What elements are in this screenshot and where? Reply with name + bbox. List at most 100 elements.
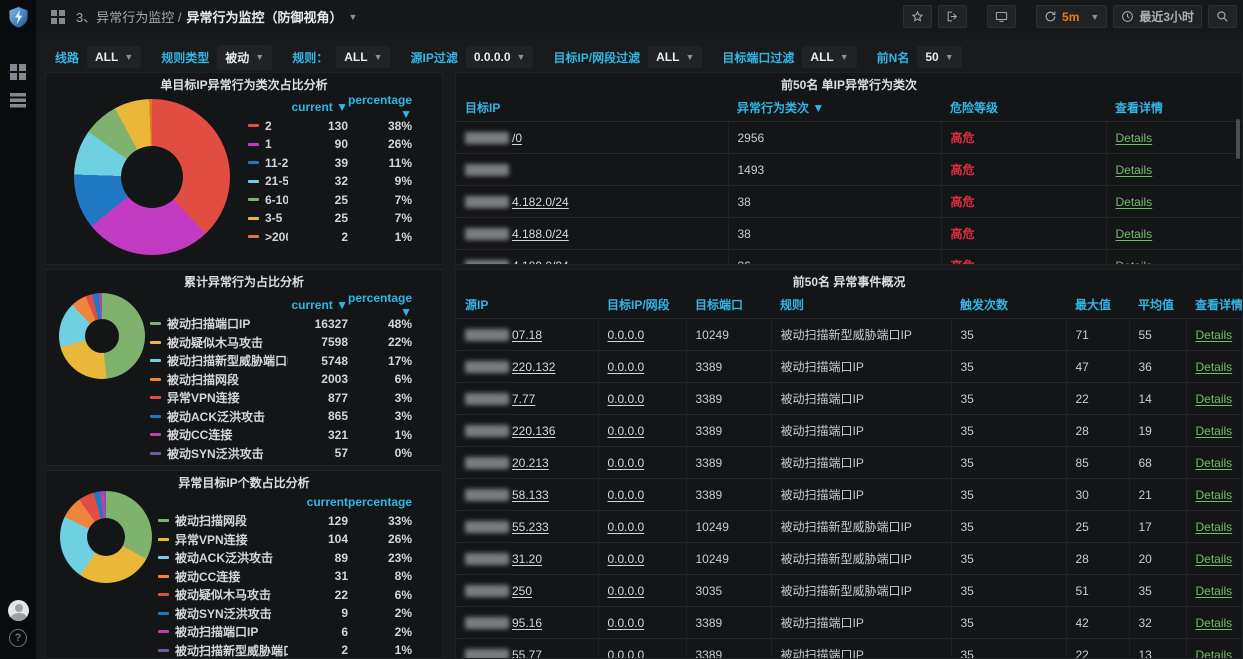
ip-link[interactable]: 220.132 bbox=[512, 359, 556, 374]
dashboards-grid-icon[interactable] bbox=[8, 62, 28, 82]
pie-chart[interactable] bbox=[60, 491, 152, 583]
star-dashboard-button[interactable] bbox=[903, 5, 933, 28]
details-link[interactable]: Details bbox=[1115, 194, 1153, 209]
cycle-view-tv-icon[interactable] bbox=[987, 5, 1017, 28]
legend-item[interactable]: 被动扫描新型威胁端口IP bbox=[150, 352, 288, 369]
ip-link[interactable]: 0.0.0.0 bbox=[607, 551, 645, 566]
ip-link[interactable]: 7.77 bbox=[512, 391, 536, 406]
ip-link[interactable]: 0.0.0.0 bbox=[607, 487, 645, 502]
legend-item[interactable]: 被动扫描新型威胁端口IP bbox=[158, 642, 288, 658]
column-header[interactable]: 目标IP bbox=[456, 95, 728, 122]
breadcrumb[interactable]: 3、异常行为监控 / bbox=[76, 10, 182, 25]
filter-value-dropdown[interactable]: 0.0.0.0 ▼ bbox=[465, 46, 534, 68]
ip-link[interactable]: 0.0.0.0 bbox=[607, 327, 645, 342]
details-link[interactable]: Details bbox=[1195, 551, 1233, 566]
filter-value-dropdown[interactable]: ALL ▼ bbox=[802, 46, 857, 68]
ip-link[interactable]: 07.18 bbox=[512, 327, 543, 342]
legend-item[interactable]: 被动ACK泛洪攻击 bbox=[158, 549, 288, 566]
ip-link[interactable]: 55.77 bbox=[512, 647, 543, 659]
legend-item[interactable]: 被动扫描网段 bbox=[158, 512, 288, 529]
column-header[interactable]: 源IP bbox=[456, 292, 598, 319]
legend-item[interactable]: 被动CC连接 bbox=[150, 426, 288, 443]
legend-item[interactable]: 21-50 bbox=[248, 174, 288, 188]
legend-header-current[interactable]: current bbox=[306, 495, 348, 510]
pie-chart[interactable] bbox=[59, 293, 145, 379]
pie-chart[interactable] bbox=[74, 99, 230, 255]
legend-item[interactable]: 异常VPN连接 bbox=[158, 531, 288, 548]
column-header[interactable]: 平均值 bbox=[1129, 292, 1186, 319]
ip-link[interactable]: /0 bbox=[512, 130, 523, 145]
legend-header-current[interactable]: current ▼ bbox=[291, 100, 348, 115]
details-link[interactable]: Details bbox=[1115, 162, 1153, 177]
ip-link[interactable]: 0.0.0.0 bbox=[607, 455, 645, 470]
details-link[interactable]: Details bbox=[1195, 615, 1233, 630]
legend-item[interactable]: >200 bbox=[248, 230, 288, 244]
filter-value-dropdown[interactable]: ALL ▼ bbox=[336, 46, 391, 68]
filter-value-dropdown[interactable]: ALL ▼ bbox=[87, 46, 142, 68]
details-link[interactable]: Details bbox=[1115, 130, 1153, 145]
share-dashboard-button[interactable] bbox=[938, 5, 968, 28]
panel-title[interactable]: 异常目标IP个数占比分析 bbox=[178, 476, 310, 490]
zoom-out-icon[interactable] bbox=[1208, 5, 1237, 28]
ip-link[interactable]: 4.188.0/24 bbox=[512, 226, 569, 241]
refresh-interval-dropdown[interactable]: 5m ▼ bbox=[1036, 5, 1108, 28]
legend-item[interactable]: 1 bbox=[248, 137, 288, 151]
legend-item[interactable]: 被动SYN泛洪攻击 bbox=[150, 445, 288, 462]
ip-link[interactable]: 95.16 bbox=[512, 615, 543, 630]
help-icon[interactable]: ? bbox=[9, 629, 27, 647]
details-link[interactable]: Details bbox=[1195, 647, 1233, 659]
legend-item[interactable]: 11-20 bbox=[248, 156, 288, 170]
app-logo-shield-icon[interactable] bbox=[6, 5, 31, 30]
legend-item[interactable]: 异常VPN连接 bbox=[150, 389, 288, 406]
ip-link[interactable]: 0.0.0.0 bbox=[607, 615, 645, 630]
legend-item[interactable]: 被动扫描网段 bbox=[150, 371, 288, 388]
legend-header-percentage[interactable]: percentage bbox=[348, 495, 413, 510]
ip-link[interactable]: 220.136 bbox=[512, 423, 556, 438]
time-range-picker[interactable]: 最近3小时 bbox=[1113, 5, 1202, 28]
legend-item[interactable]: 被动ACK泛洪攻击 bbox=[150, 408, 288, 425]
ip-link[interactable]: 58.133 bbox=[512, 487, 549, 502]
ip-link[interactable]: 0.0.0.0 bbox=[607, 359, 645, 374]
legend-item[interactable]: 被动CC连接 bbox=[158, 568, 288, 585]
details-link[interactable]: Details bbox=[1195, 455, 1233, 470]
details-link[interactable]: Details bbox=[1195, 391, 1233, 406]
legend-item[interactable]: 被动SYN泛洪攻击 bbox=[158, 605, 288, 622]
legend-item[interactable]: 2 bbox=[248, 119, 288, 133]
ip-link[interactable]: 0.0.0.0 bbox=[607, 647, 645, 659]
legend-item[interactable]: 被动扫描端口IP bbox=[158, 623, 288, 640]
legend-item[interactable]: 被动疑似木马攻击 bbox=[158, 586, 288, 603]
details-link[interactable]: Details bbox=[1195, 359, 1233, 374]
column-header[interactable]: 异常行为类次 ▼ bbox=[728, 95, 941, 122]
legend-header-current[interactable]: current ▼ bbox=[291, 298, 348, 313]
dashboard-picker-grid-icon[interactable] bbox=[50, 9, 66, 25]
scrollbar-thumb[interactable] bbox=[1236, 119, 1240, 159]
ip-link[interactable]: 55.233 bbox=[512, 519, 549, 534]
panel-title[interactable]: 累计异常行为占比分析 bbox=[183, 275, 304, 289]
legend-item[interactable]: 6-10 bbox=[248, 193, 288, 207]
panel-title[interactable]: 前50名 异常事件概况 bbox=[792, 275, 906, 289]
details-link[interactable]: Details bbox=[1195, 327, 1233, 342]
ip-link[interactable]: 4.182.0/24 bbox=[512, 194, 569, 209]
column-header[interactable]: 最大值 bbox=[1066, 292, 1129, 319]
ip-link[interactable]: 31.20 bbox=[512, 551, 543, 566]
list-panel-icon[interactable] bbox=[8, 90, 28, 110]
legend-item[interactable]: 3-5 bbox=[248, 211, 288, 225]
ip-link[interactable]: 20.213 bbox=[512, 455, 549, 470]
column-header[interactable]: 查看详情 bbox=[1186, 292, 1242, 319]
legend-item[interactable]: 被动扫描端口IP bbox=[150, 315, 288, 332]
details-link[interactable]: Details bbox=[1115, 226, 1153, 241]
details-link[interactable]: Details bbox=[1116, 259, 1153, 265]
column-header[interactable]: 规则 bbox=[771, 292, 951, 319]
details-link[interactable]: Details bbox=[1195, 487, 1233, 502]
column-header[interactable]: 危险等级 bbox=[941, 95, 1106, 122]
filter-value-dropdown[interactable]: 50 ▼ bbox=[917, 46, 962, 68]
dashboard-title[interactable]: 异常行为监控（防御视角） bbox=[186, 10, 343, 25]
details-link[interactable]: Details bbox=[1195, 519, 1233, 534]
details-link[interactable]: Details bbox=[1195, 583, 1233, 598]
column-header[interactable]: 目标端口 bbox=[686, 292, 771, 319]
ip-link[interactable]: 0.0.0.0 bbox=[607, 519, 645, 534]
panel-title[interactable]: 单目标IP异常行为类次占比分析 bbox=[160, 78, 328, 92]
ip-link[interactable]: 0.0.0.0 bbox=[607, 583, 645, 598]
details-link[interactable]: Details bbox=[1195, 423, 1233, 438]
column-header[interactable]: 触发次数 bbox=[951, 292, 1066, 319]
